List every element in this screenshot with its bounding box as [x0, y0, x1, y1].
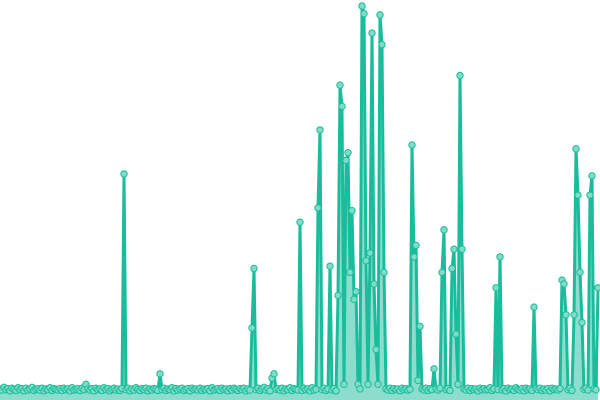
data-point — [584, 386, 592, 394]
data-point — [408, 141, 416, 149]
data-point — [270, 370, 278, 378]
data-point — [416, 322, 424, 331]
data-point — [348, 206, 356, 215]
data-point — [560, 280, 568, 288]
data-point — [248, 324, 256, 332]
data-point — [360, 10, 368, 18]
data-point — [412, 241, 420, 250]
data-point — [440, 226, 448, 234]
data-point — [406, 385, 414, 393]
data-point — [340, 380, 348, 388]
data-point — [458, 245, 466, 253]
data-point — [592, 385, 600, 394]
data-point — [586, 191, 594, 199]
data-point — [530, 303, 538, 311]
data-point — [362, 257, 370, 265]
data-point — [342, 156, 350, 165]
data-point — [334, 291, 342, 300]
data-point — [380, 268, 388, 277]
data-point — [556, 384, 564, 393]
data-point — [372, 345, 380, 354]
data-point — [452, 330, 460, 338]
data-point — [250, 264, 258, 273]
data-point — [562, 311, 570, 319]
data-point — [572, 145, 580, 153]
data-point — [430, 365, 438, 373]
data-point — [156, 370, 164, 378]
data-point — [410, 253, 418, 261]
data-point — [574, 191, 582, 199]
data-point — [346, 268, 354, 277]
data-point — [454, 380, 462, 388]
data-point — [568, 386, 576, 395]
data-point — [356, 385, 364, 393]
data-point — [378, 40, 386, 49]
data-point — [326, 262, 334, 270]
data-point — [246, 386, 254, 394]
data-point — [358, 2, 366, 10]
data-point — [594, 284, 600, 292]
data-point — [368, 29, 376, 37]
data-point — [312, 385, 320, 393]
data-point — [332, 387, 340, 395]
data-point — [370, 280, 378, 288]
data-point — [364, 380, 372, 388]
data-point — [338, 102, 346, 111]
series-line — [0, 4, 600, 393]
data-point — [366, 249, 374, 257]
data-point — [376, 11, 384, 19]
data-point — [344, 148, 352, 157]
data-point — [374, 380, 382, 388]
data-point — [120, 170, 128, 178]
data-point — [436, 384, 444, 392]
data-point — [570, 311, 578, 319]
data-point — [350, 295, 358, 304]
data-point — [414, 376, 422, 385]
data-point — [588, 172, 596, 180]
data-point — [492, 284, 500, 292]
data-point — [496, 253, 504, 261]
data-point — [450, 245, 458, 253]
data-point — [336, 81, 344, 89]
data-point — [438, 268, 446, 277]
data-point — [456, 71, 464, 80]
data-point — [352, 287, 360, 296]
data-point — [578, 318, 586, 327]
data-point — [266, 387, 274, 395]
data-point — [446, 386, 454, 395]
data-point — [296, 218, 304, 226]
data-point — [316, 126, 324, 134]
data-point — [314, 204, 322, 212]
data-point — [448, 264, 456, 273]
data-point — [576, 268, 584, 277]
